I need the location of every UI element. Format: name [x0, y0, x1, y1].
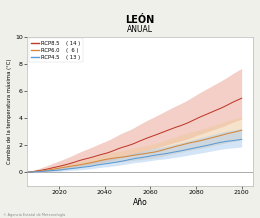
X-axis label: Año: Año — [133, 198, 147, 207]
Legend: RCP8.5    ( 14 ), RCP6.0    (  6 ), RCP4.5    ( 13 ): RCP8.5 ( 14 ), RCP6.0 ( 6 ), RCP4.5 ( 13… — [29, 39, 83, 63]
Y-axis label: Cambio de la temperatura máxima (°C): Cambio de la temperatura máxima (°C) — [7, 59, 12, 164]
Text: © Agencia Estatal de Meteorología: © Agencia Estatal de Meteorología — [3, 213, 65, 217]
Text: ANUAL: ANUAL — [127, 25, 153, 34]
Text: LEÓN: LEÓN — [126, 15, 155, 25]
